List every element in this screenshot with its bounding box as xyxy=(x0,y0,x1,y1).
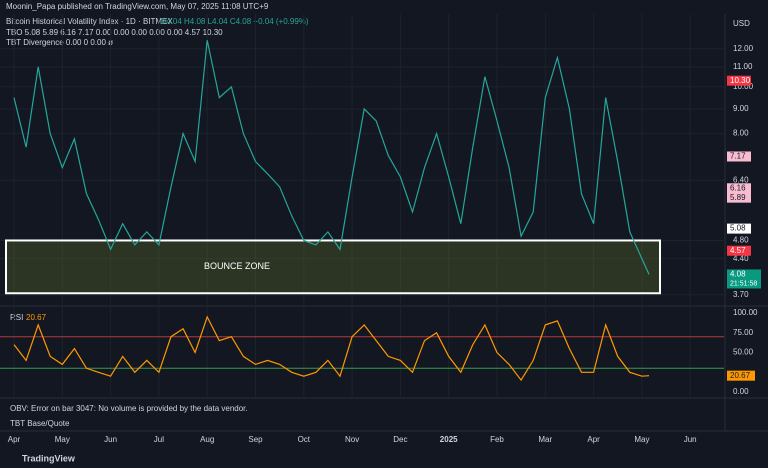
price-line xyxy=(13,40,650,275)
x-tick-label: Dec xyxy=(393,435,407,444)
x-tick-label: Feb xyxy=(490,435,504,444)
rsi-last-box xyxy=(727,370,755,381)
bounce-zone xyxy=(5,239,661,295)
currency: USD xyxy=(733,19,750,28)
y-tick-label: 100.00 xyxy=(733,308,758,317)
price-label: 5.08 xyxy=(730,224,746,233)
x-tick-label: May xyxy=(55,435,70,444)
y-tick-label: 11.00 xyxy=(733,62,753,71)
x-tick-label: 2025 xyxy=(440,435,458,444)
last-price: 4.08 xyxy=(730,270,746,279)
y-tick-label: 75.00 xyxy=(733,328,754,337)
last-price-box xyxy=(727,269,761,289)
y-tick-label: 8.00 xyxy=(733,129,749,138)
price-label: 6.16 xyxy=(730,183,746,192)
x-tick-label: Jul xyxy=(154,435,164,444)
y-tick-label: 10.00 xyxy=(733,82,754,91)
countdown: 21:51:58 xyxy=(730,280,757,287)
tbo: TBO 5.08 5.89 6.16 7.17 0.00 0.00 0.00 0… xyxy=(6,28,223,37)
ohlc: O4.04 H4.08 L4.04 C4.08 +0.04 (+0.99%) xyxy=(160,17,309,26)
price-label-box xyxy=(727,183,751,194)
publisher: Moonin_Papa published on TradingView.com… xyxy=(6,2,269,11)
rsi-value: 20.67 xyxy=(26,313,47,322)
price-label: 7.17 xyxy=(730,152,746,161)
price-label-box xyxy=(727,223,751,234)
price-line xyxy=(13,315,650,382)
y-tick-label: 3.70 xyxy=(733,290,749,299)
rsi-last: 20.67 xyxy=(730,371,751,380)
y-tick-label: 4.40 xyxy=(733,254,749,263)
divergence: TBT Divergence 0.00 0 0.00 ø xyxy=(6,38,113,47)
y-tick-label: 9.00 xyxy=(733,104,749,113)
footer-brand: TradingView xyxy=(22,453,76,463)
x-tick-label: Sep xyxy=(248,435,263,444)
x-tick-label: Jun xyxy=(684,435,697,444)
rsi-title: RSI xyxy=(10,313,23,322)
price-label-box xyxy=(727,151,751,162)
x-tick-label: Apr xyxy=(8,435,21,444)
x-tick-label: Nov xyxy=(345,435,359,444)
x-tick-label: Aug xyxy=(200,435,214,444)
annotation: BOUNCE ZONE xyxy=(204,261,270,271)
price-label: 5.89 xyxy=(730,193,746,202)
y-tick-label: 4.80 xyxy=(733,236,749,245)
price-label-box xyxy=(727,192,751,203)
x-tick-label: Jun xyxy=(104,435,117,444)
obv-error: OBV: Error on bar 3047: No volume is pro… xyxy=(10,404,248,413)
y-tick-label: 50.00 xyxy=(733,348,754,357)
y-tick-label: 6.40 xyxy=(733,175,749,184)
x-tick-label: Oct xyxy=(298,435,311,444)
x-tick-label: May xyxy=(634,435,649,444)
legend-title: Bitcoin Historical Volatility Index · 1D… xyxy=(6,17,173,26)
x-tick-label: Mar xyxy=(538,435,552,444)
y-tick-label: 12.00 xyxy=(733,44,754,53)
price-label-box xyxy=(727,245,751,256)
price-label: 4.57 xyxy=(730,246,746,255)
price-label: 10.30 xyxy=(730,76,751,85)
x-tick-label: Apr xyxy=(587,435,600,444)
y-tick-label: 0.00 xyxy=(733,387,749,396)
price-label-box xyxy=(727,75,751,86)
base-quote: TBT Base/Quote xyxy=(10,419,70,428)
